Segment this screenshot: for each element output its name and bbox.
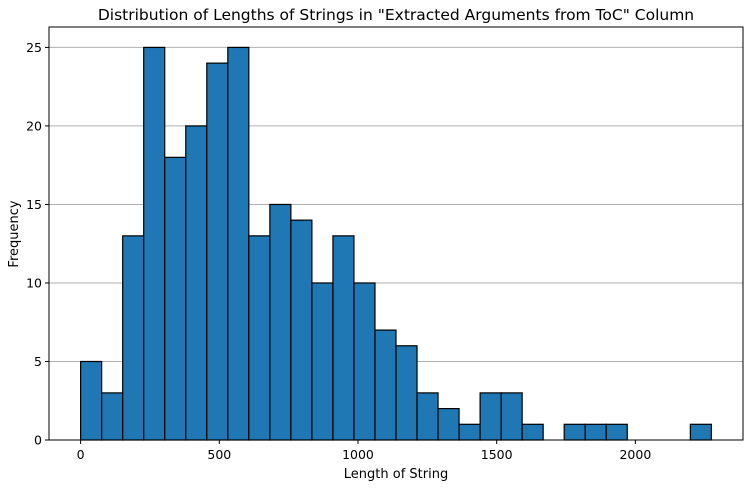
histogram-bar [248,235,271,441]
histogram-bar [290,219,313,441]
plot-frame [48,26,744,441]
histogram-bars [80,46,712,441]
histogram-bar [101,392,124,441]
y-tick-label: 0 [34,433,42,448]
histogram-bar [332,235,355,441]
x-tick-label: 0 [77,447,85,462]
histogram-bar [206,62,229,441]
x-tick-label: 500 [207,447,231,462]
histogram-bar [269,203,292,441]
histogram-bar [122,235,145,441]
y-tick-label: 15 [26,197,42,212]
x-axis-label: Length of String [344,467,448,482]
y-tick-label: 5 [34,354,42,369]
histogram-bar [164,156,187,441]
x-tick-label: 1000 [342,447,374,462]
histogram-bar [374,329,397,441]
chart-title: Distribution of Lengths of Strings in "E… [98,6,694,24]
histogram-bar [458,423,481,441]
histogram-bar [185,125,208,441]
histogram-bar [227,46,250,441]
y-axis-label: Frequency [7,200,22,267]
histogram-bar [605,423,628,441]
histogram-bar [521,423,544,441]
histogram-bar [563,423,586,441]
y-tick-label: 20 [26,118,42,133]
x-tick-label: 1500 [481,447,513,462]
histogram-bar [584,423,607,441]
y-axis-ticks: 0 5 10 15 20 25 [26,40,49,448]
histogram-bar [689,423,712,441]
histogram-bar [479,392,502,441]
histogram-bar [395,345,418,441]
histogram-bar [353,282,376,441]
y-tick-label: 10 [26,275,42,290]
histogram-bar [143,46,166,441]
x-tick-label: 2000 [619,447,651,462]
x-axis-ticks: 0 500 1000 1500 2000 [77,440,651,462]
histogram-bar [416,392,439,441]
y-tick-label: 25 [26,40,42,55]
histogram-bar [80,360,103,441]
histogram-bar [500,392,523,441]
histogram-bar [311,282,334,441]
histogram-bar [437,407,460,441]
